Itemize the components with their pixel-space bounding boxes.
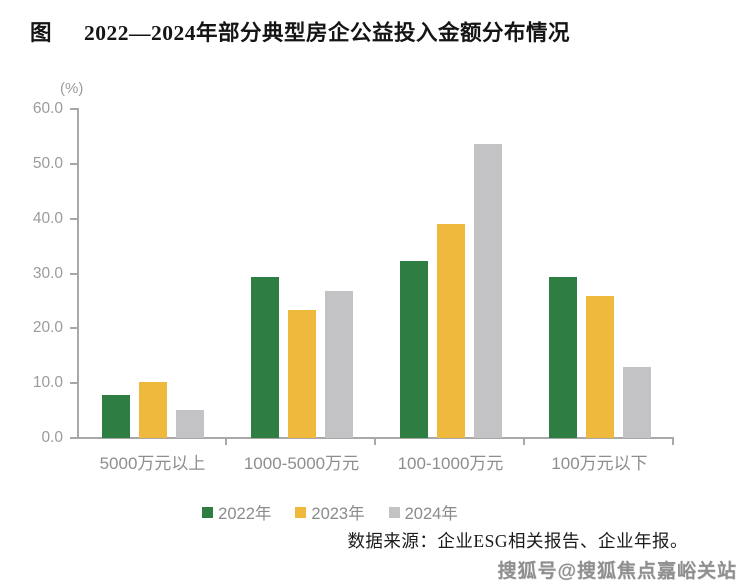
x-tick-mark [225,438,227,445]
bar-group [78,109,227,438]
y-axis-ticks [70,108,78,439]
bar-2024年-5000万元以上 [175,409,204,438]
legend-label: 2022年 [218,505,272,523]
y-axis-line [77,108,79,439]
bar-2023年-100万元以下 [585,296,614,438]
y-tick-label: 10.0 [32,374,63,392]
bar-group [227,109,376,438]
x-tick-mark [374,438,376,445]
legend-item-2023年: 2023年 [295,500,365,524]
y-tick-mark [70,437,78,439]
chart-title: 图 2022—2024年部分典型房企公益投入金额分布情况 [30,16,570,47]
bar-2022年-100-1000万元 [399,261,428,438]
bar-group [525,109,674,438]
bar-2022年-100万元以下 [548,277,577,438]
bar-2024年-1000-5000万元 [324,291,353,438]
y-axis-unit-label: (%) [60,80,84,97]
x-category-label: 5000万元以上 [99,454,206,473]
legend-swatch-icon [202,506,214,518]
y-tick-label: 50.0 [32,154,63,172]
legend: 2022年 2023年 2024年 [32,500,628,524]
y-tick-label: 60.0 [32,100,63,117]
y-tick-mark [70,327,78,330]
bar-2023年-1000-5000万元 [287,309,316,438]
legend-label: 2024年 [404,505,458,523]
x-axis-ticks [77,438,674,445]
x-tick-mark [523,438,525,445]
bar-2023年-100-1000万元 [436,224,465,438]
y-axis-tick-labels: 60.0 50.0 40.0 30.0 20.0 10.0 0.0 [0,100,63,446]
y-tick-mark [70,382,78,385]
legend-swatch-icon [388,506,400,518]
bar-2024年-100万元以下 [622,366,651,438]
bar-2024年-100-1000万元 [473,143,502,438]
plot-area [78,109,674,438]
x-category-label: 1000-5000万元 [243,454,360,473]
legend-label: 2023年 [311,505,365,523]
figure-label: 图 [30,21,53,45]
x-axis-category-labels: 5000万元以上 1000-5000万元 100-1000万元 100万元以下 [78,449,674,474]
bar-group [376,109,525,438]
y-tick-label: 20.0 [32,319,63,337]
legend-swatch-icon [295,506,307,518]
x-category-label: 100万元以下 [551,454,648,473]
bar-2022年-1000-5000万元 [250,277,279,438]
y-tick-mark [70,108,78,110]
y-tick-mark [70,272,78,275]
chart-title-text: 2022—2024年部分典型房企公益投入金额分布情况 [84,21,571,45]
x-category-label: 100-1000万元 [397,454,504,473]
bar-2023年-5000万元以上 [138,382,167,438]
y-tick-label: 0.0 [41,429,63,446]
legend-item-2024年: 2024年 [388,500,458,524]
watermark: 搜狐号@搜狐焦点嘉峪关站 [497,561,737,582]
legend-item-2022年: 2022年 [202,500,271,524]
y-tick-mark [70,162,78,165]
x-tick-mark [672,438,674,445]
y-tick-label: 30.0 [32,264,63,282]
y-tick-label: 40.0 [32,209,63,227]
bar-2022年-5000万元以上 [101,395,130,438]
source-note: 数据来源：企业ESG相关报告、企业年报。 [347,531,688,551]
y-tick-mark [70,217,78,220]
